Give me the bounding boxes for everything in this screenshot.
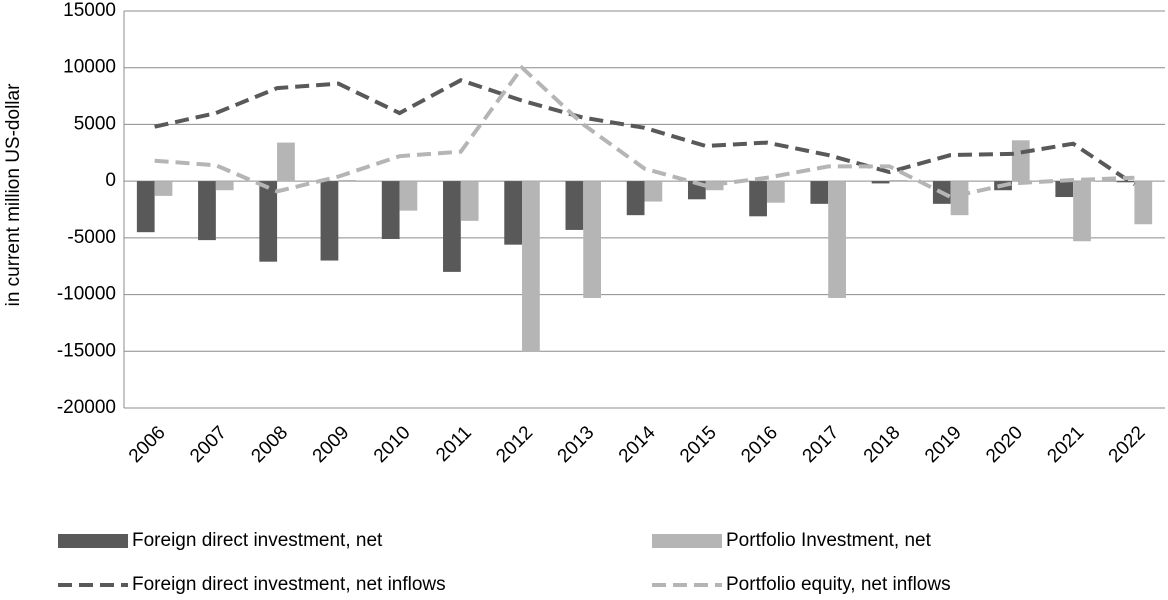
bar: [1055, 181, 1074, 198]
bar: [583, 181, 602, 298]
bar: [1011, 140, 1030, 182]
bar: [565, 181, 584, 230]
x-tick-label: 2016: [737, 422, 782, 467]
bar: [644, 181, 663, 202]
y-tick-label: 15000: [63, 0, 116, 21]
bar: [871, 181, 890, 184]
x-tick-label: 2021: [1043, 422, 1088, 467]
bar: [460, 181, 479, 221]
x-tick-label: 2014: [615, 422, 660, 467]
bar: [320, 181, 339, 261]
y-tick-label: -10000: [57, 284, 116, 305]
bar: [810, 181, 829, 204]
bar: [338, 180, 357, 182]
x-tick-label: 2017: [799, 422, 844, 467]
y-tick-label: -15000: [57, 340, 116, 361]
bar: [1134, 181, 1153, 225]
y-tick-label: -5000: [67, 227, 116, 248]
bar: [1073, 181, 1091, 242]
bar: [154, 181, 173, 196]
legend-swatch: [652, 534, 722, 548]
x-tick-label: 2013: [554, 422, 599, 467]
bar: [443, 181, 461, 272]
bar: [504, 181, 523, 245]
x-tick-label: 2008: [247, 422, 292, 467]
bar: [828, 181, 846, 298]
x-tick-label: 2022: [1105, 422, 1150, 467]
y-tick-label: 0: [105, 170, 116, 191]
legend-label: Portfolio equity, net inflows: [726, 574, 951, 595]
bar: [626, 181, 645, 216]
x-tick-label: 2010: [370, 422, 415, 467]
bar: [381, 181, 400, 239]
x-tick-label: 2007: [186, 422, 231, 467]
line: [154, 78, 1136, 187]
legend-label: Portfolio Investment, net: [726, 530, 932, 551]
y-tick-label: 5000: [74, 113, 116, 134]
x-tick-label: 2015: [676, 422, 721, 467]
bar: [259, 181, 278, 262]
x-tick-label: 2011: [432, 422, 476, 466]
x-tick-label: 2020: [982, 422, 1027, 467]
bar: [136, 181, 155, 233]
bar: [950, 181, 969, 216]
x-tick-label: 2018: [860, 422, 905, 467]
x-tick-label: 2019: [921, 422, 966, 467]
x-tick-label: 2009: [309, 422, 354, 467]
bar: [522, 181, 540, 352]
bar: [215, 181, 234, 191]
bar: [1116, 181, 1135, 183]
bar: [399, 181, 418, 211]
y-tick-label: 10000: [63, 57, 116, 78]
bar: [198, 181, 216, 241]
line: [154, 64, 1135, 200]
legend-swatch: [58, 534, 128, 548]
bar: [766, 181, 785, 203]
x-tick-label: 2012: [492, 422, 537, 467]
bar: [889, 180, 908, 182]
y-tick-label: -20000: [57, 397, 116, 418]
x-tick-label: 2006: [125, 422, 170, 467]
y-axis-label: in current million US-dollar: [3, 83, 24, 306]
legend-label: Foreign direct investment, net: [132, 530, 383, 551]
legend-label: Foreign direct investment, net inflows: [132, 574, 446, 595]
bar: [277, 142, 295, 182]
bar: [749, 181, 767, 217]
